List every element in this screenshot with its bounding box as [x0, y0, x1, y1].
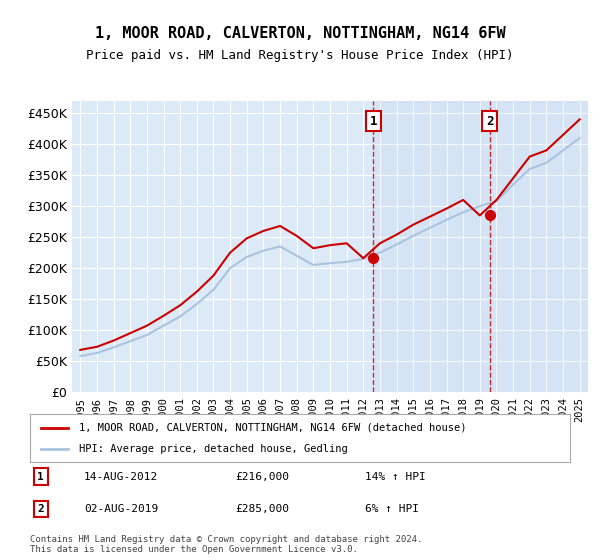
Text: Contains HM Land Registry data © Crown copyright and database right 2024.
This d: Contains HM Land Registry data © Crown c…: [30, 535, 422, 554]
Text: 14% ↑ HPI: 14% ↑ HPI: [365, 472, 425, 482]
Text: 2: 2: [486, 115, 494, 128]
Text: 2: 2: [37, 504, 44, 514]
Bar: [490, 101, 588, 392]
Text: 1: 1: [370, 115, 377, 128]
Text: 14-AUG-2012: 14-AUG-2012: [84, 472, 158, 482]
Text: £285,000: £285,000: [235, 504, 289, 514]
Text: 1: 1: [37, 472, 44, 482]
Text: 02-AUG-2019: 02-AUG-2019: [84, 504, 158, 514]
Text: £216,000: £216,000: [235, 472, 289, 482]
Text: 1, MOOR ROAD, CALVERTON, NOTTINGHAM, NG14 6FW: 1, MOOR ROAD, CALVERTON, NOTTINGHAM, NG1…: [95, 26, 505, 41]
Text: Price paid vs. HM Land Registry's House Price Index (HPI): Price paid vs. HM Land Registry's House …: [86, 49, 514, 63]
Text: 6% ↑ HPI: 6% ↑ HPI: [365, 504, 419, 514]
Text: HPI: Average price, detached house, Gedling: HPI: Average price, detached house, Gedl…: [79, 444, 347, 454]
Bar: [373, 101, 490, 392]
Text: 1, MOOR ROAD, CALVERTON, NOTTINGHAM, NG14 6FW (detached house): 1, MOOR ROAD, CALVERTON, NOTTINGHAM, NG1…: [79, 423, 466, 433]
